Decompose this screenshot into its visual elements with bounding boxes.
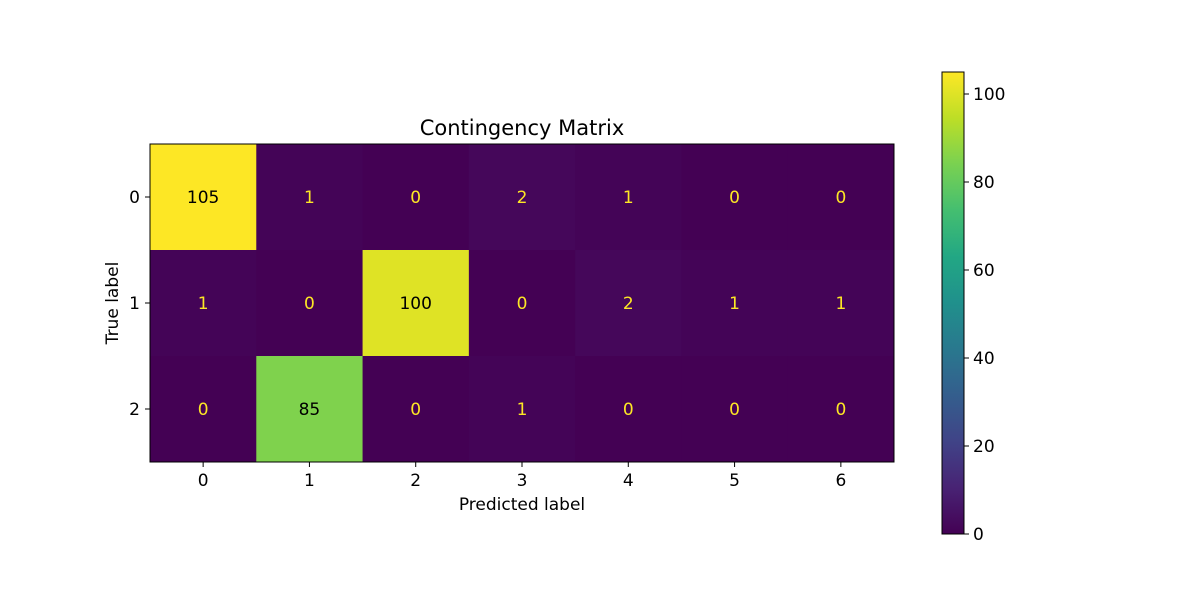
colorbar: 0 20 40 60 80 100: [941, 71, 1005, 545]
heatmap-cell: [150, 250, 257, 357]
cell-value-label: 2: [517, 188, 528, 208]
heatmap-cell: [362, 250, 470, 357]
heatmap-cell: [575, 144, 682, 251]
heatmap-cell: [575, 250, 682, 357]
colorbar-tick-label: 40: [973, 349, 995, 369]
heatmap-cells: [150, 144, 895, 463]
x-tick-label: 3: [517, 471, 528, 491]
heatmap-cell: [150, 356, 257, 463]
heatmap-cell: [362, 356, 470, 463]
cell-value-label: 0: [729, 400, 740, 420]
colorbar-tick-label: 80: [973, 173, 995, 193]
heatmap-cell: [681, 250, 789, 357]
heatmap-cell: [468, 144, 576, 251]
heatmap-cell: [150, 144, 257, 251]
cell-value-label: 1: [729, 294, 740, 314]
cell-value-label: 0: [517, 294, 528, 314]
cell-value-label: 0: [729, 188, 740, 208]
y-tick-label: 0: [129, 188, 140, 208]
cell-value-label: 1: [304, 188, 315, 208]
heatmap-axes: 0 1 2 3 4 5 6 0 1 2: [129, 143, 895, 491]
colorbar-tick-label: 60: [973, 261, 995, 281]
x-tick-label: 4: [623, 471, 634, 491]
heatmap-cell: [256, 144, 364, 251]
heatmap-cell: [468, 356, 576, 463]
cell-value-label: 0: [835, 400, 846, 420]
cell-value-labels: 105 1 0 2 1 0 01 0 100 0 2 1 10 85 0 1 0 0 0: [187, 188, 846, 420]
colorbar-tick-label: 0: [973, 525, 984, 545]
x-tick-label: 5: [729, 471, 740, 491]
colorbar-gradient: [941, 71, 965, 535]
y-tick-label: 1: [129, 294, 140, 314]
cell-value-label: 0: [304, 294, 315, 314]
cell-value-label: 0: [623, 400, 634, 420]
heatmap-cell: [681, 144, 789, 251]
cell-value-label: 0: [410, 188, 421, 208]
x-tick-label: 6: [835, 471, 846, 491]
cell-value-label: 85: [299, 400, 321, 420]
heatmap-cell: [256, 356, 364, 463]
heatmap-cell: [681, 356, 789, 463]
x-axis-label: Predicted label: [459, 495, 585, 515]
cell-value-label: 1: [835, 294, 846, 314]
cell-value-label: 0: [835, 188, 846, 208]
cell-value-label: 100: [399, 294, 431, 314]
chart-title: Contingency Matrix: [420, 116, 625, 140]
cell-value-label: 105: [187, 188, 219, 208]
y-tick-label: 2: [129, 400, 140, 420]
colorbar-tick-label: 20: [973, 437, 995, 457]
heatmap-cell: [787, 144, 895, 251]
y-axis-label: True label: [103, 262, 123, 346]
cell-value-label: 1: [517, 400, 528, 420]
heatmap-cell: [575, 356, 682, 463]
heatmap-cell: [362, 144, 470, 251]
x-tick-label: 1: [304, 471, 315, 491]
x-tick-label: 2: [410, 471, 421, 491]
heatmap-cell: [787, 250, 895, 357]
cell-value-label: 0: [198, 400, 209, 420]
cell-value-label: 0: [410, 400, 421, 420]
cell-value-label: 1: [198, 294, 209, 314]
cell-value-label: 2: [623, 294, 634, 314]
heatmap-cell: [787, 356, 895, 463]
cell-value-label: 1: [623, 188, 634, 208]
heatmap-cell: [468, 250, 576, 357]
x-tick-label: 0: [198, 471, 209, 491]
heatmap-cell: [256, 250, 364, 357]
colorbar-tick-label: 100: [973, 85, 1005, 105]
